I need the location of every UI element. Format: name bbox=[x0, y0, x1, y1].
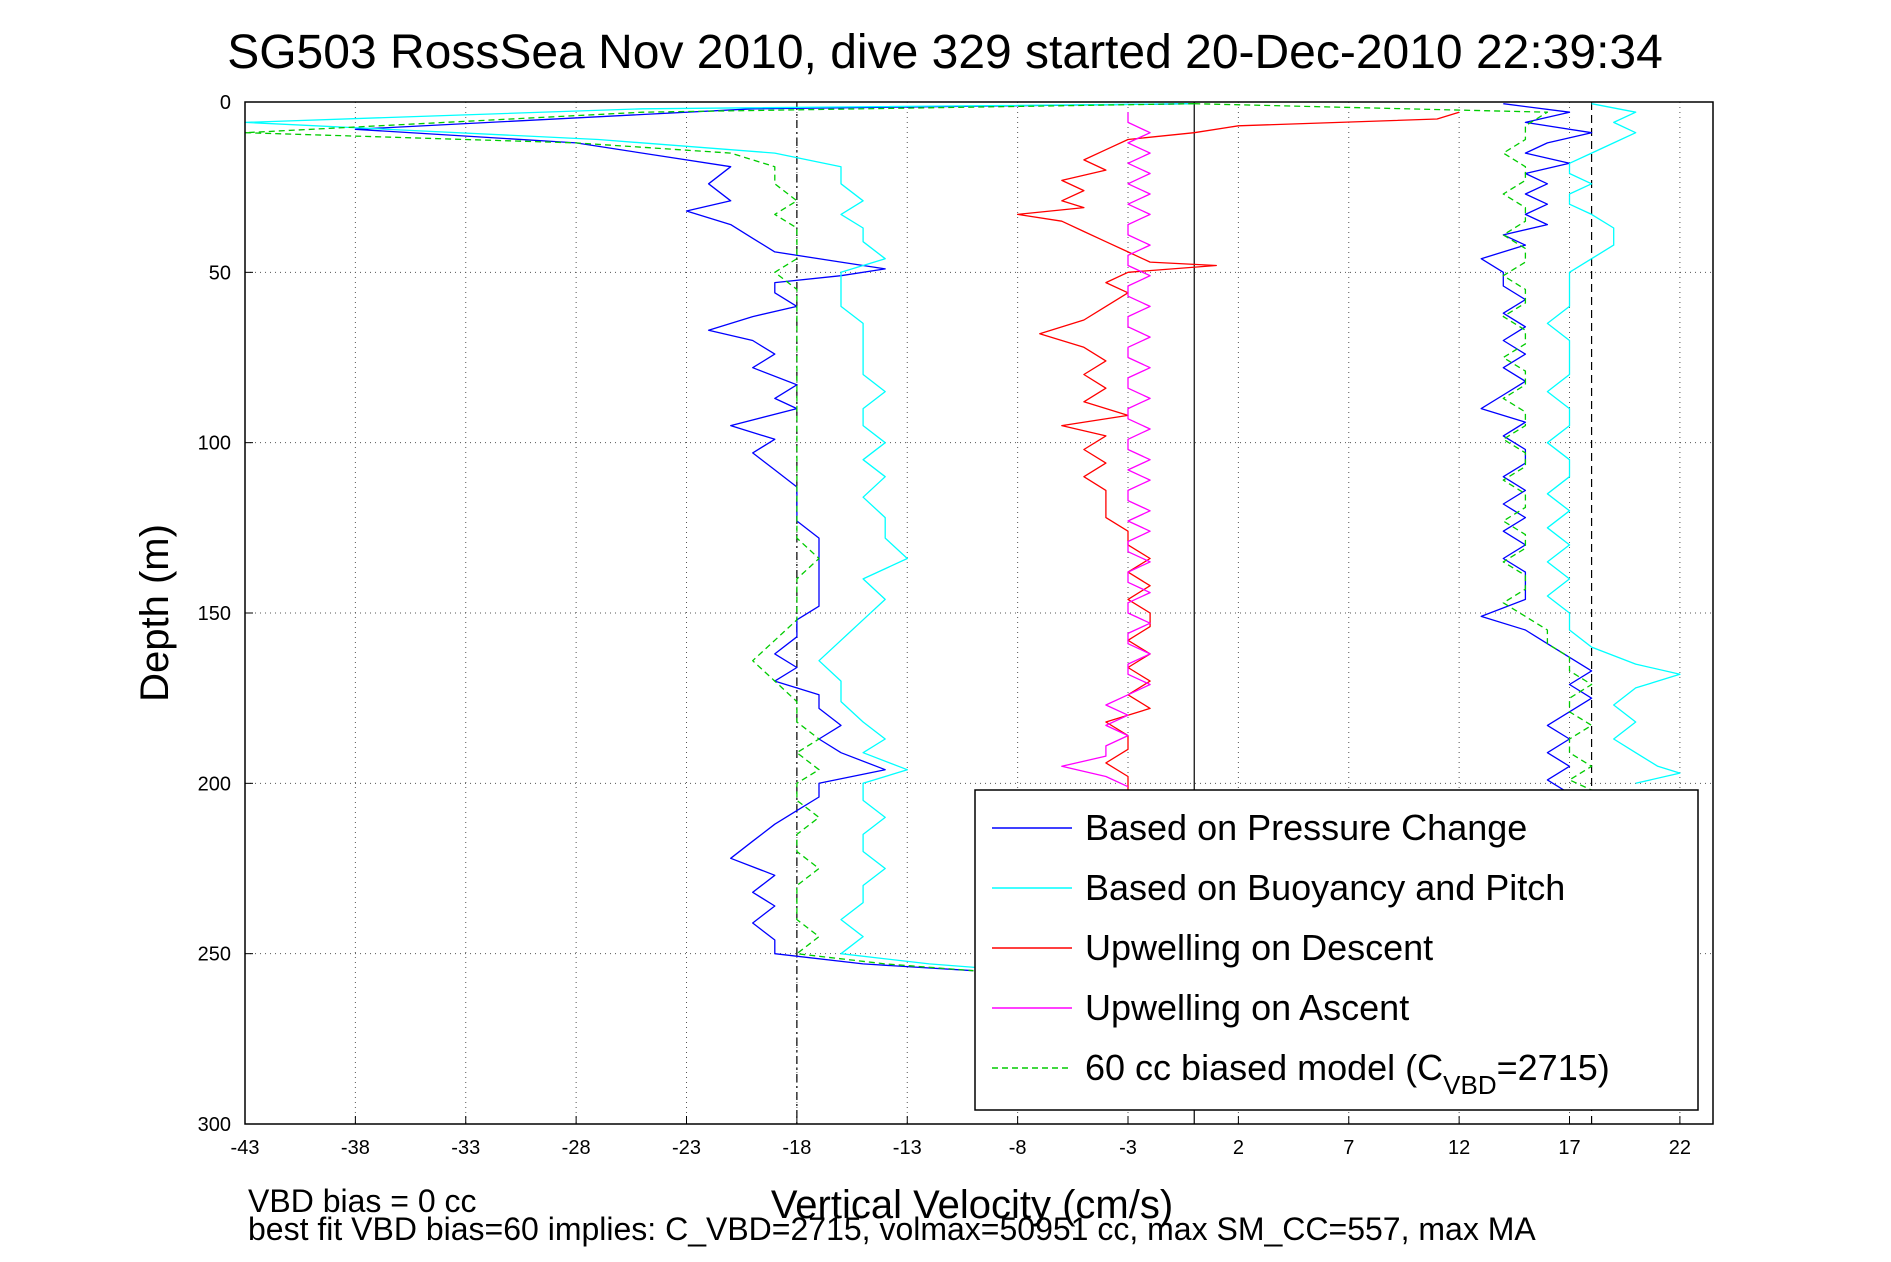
footer-line-1: VBD bias = 0 cc bbox=[248, 1183, 477, 1219]
legend: Based on Pressure Change Based on Buoyanc… bbox=[974, 789, 1699, 1111]
x-tick-label: -13 bbox=[893, 1137, 922, 1159]
x-tick-label: -38 bbox=[341, 1137, 370, 1159]
y-tick-label: 250 bbox=[198, 944, 231, 966]
x-tick-label: 12 bbox=[1448, 1137, 1470, 1159]
series-line bbox=[1480, 103, 1593, 795]
series-line bbox=[1061, 112, 1151, 788]
legend-label-subscript: VBD bbox=[1443, 1070, 1496, 1100]
series-line bbox=[244, 103, 1195, 972]
y-tick-label: 0 bbox=[220, 92, 231, 114]
legend-label-main: 60 cc biased model (C bbox=[1085, 1047, 1443, 1088]
y-tick-label: 300 bbox=[198, 1114, 231, 1136]
legend-label-tail: =2715) bbox=[1497, 1047, 1610, 1088]
x-tick-label: -28 bbox=[562, 1137, 591, 1159]
footer-line-2: best fit VBD bias=60 implies: C_VBD=2715… bbox=[248, 1211, 1536, 1247]
legend-label: Based on Pressure Change bbox=[1085, 807, 1527, 848]
series-group bbox=[244, 103, 1681, 972]
legend-label: Upwelling on Descent bbox=[1085, 927, 1433, 968]
x-tick-label: 7 bbox=[1343, 1137, 1354, 1159]
series-line bbox=[354, 103, 1195, 972]
x-tick-label: -23 bbox=[672, 1137, 701, 1159]
chart-title: SG503 RossSea Nov 2010, dive 329 started… bbox=[227, 26, 1663, 79]
y-tick-label: 150 bbox=[198, 603, 231, 625]
y-tick-labels: 0 50 100 150 200 250 300 bbox=[198, 92, 231, 1136]
x-tick-label: 2 bbox=[1233, 1137, 1244, 1159]
x-tick-labels: -43 -38 -33 -28 -23 -18 -13 -8 -3 2 7 12 17 22 bbox=[231, 1137, 1691, 1159]
x-tick-label: -18 bbox=[782, 1137, 811, 1159]
x-tick-label: -3 bbox=[1119, 1137, 1137, 1159]
x-axis-label: Vertical Velocity (cm/s) bbox=[771, 1183, 1173, 1227]
legend-label: Upwelling on Ascent bbox=[1085, 987, 1409, 1028]
x-tick-label: -33 bbox=[451, 1137, 480, 1159]
x-tick-label: -8 bbox=[1009, 1137, 1027, 1159]
series-line bbox=[244, 103, 1195, 972]
legend-label: 60 cc biased model (CVBD=2715) bbox=[1085, 1047, 1610, 1100]
y-axis-label: Depth (m) bbox=[133, 524, 177, 702]
x-tick-label: -43 bbox=[231, 1137, 260, 1159]
series-line bbox=[1016, 111, 1460, 791]
series-line bbox=[1546, 103, 1681, 784]
plot-border bbox=[244, 101, 1714, 1125]
series-line bbox=[1194, 103, 1593, 791]
legend-box bbox=[974, 789, 1699, 1111]
x-tick-label: 17 bbox=[1558, 1137, 1580, 1159]
y-tick-label: 50 bbox=[209, 262, 231, 284]
x-tick-label: 22 bbox=[1669, 1137, 1691, 1159]
y-tick-label: 100 bbox=[198, 433, 231, 455]
y-tick-label: 200 bbox=[198, 773, 231, 795]
legend-label: Based on Buoyancy and Pitch bbox=[1085, 867, 1565, 908]
